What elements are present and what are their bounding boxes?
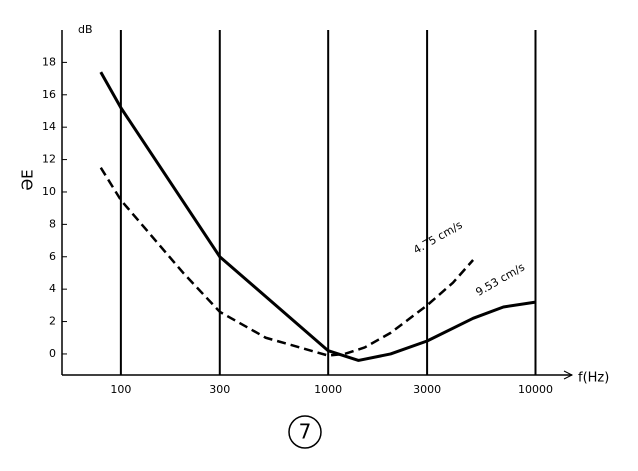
series-label: 4.75 cm/s <box>411 218 465 256</box>
y-tick-label: 2 <box>49 315 56 328</box>
y-unit: dB <box>78 23 93 36</box>
y-tick-label: 4 <box>49 282 56 295</box>
y-tick-label: 10 <box>42 185 56 198</box>
x-axis-arrow <box>563 370 574 380</box>
y-tick-label: 12 <box>42 153 56 166</box>
y-tick-label: 18 <box>42 55 56 68</box>
x-unit: f(Hz) <box>578 371 609 386</box>
y-title: ƏE <box>19 169 37 190</box>
series-line <box>99 167 475 357</box>
caption: 7 <box>299 420 312 444</box>
y-tick-label: 16 <box>42 88 56 101</box>
series-label: 9.53 cm/s <box>474 260 528 298</box>
y-tick-label: 6 <box>49 250 56 263</box>
y-tick-label: 8 <box>49 217 56 230</box>
y-tick-label: 0 <box>49 347 56 360</box>
x-tick-label: 300 <box>209 383 230 396</box>
x-tick-label: 100 <box>110 383 131 396</box>
y-tick-label: 14 <box>42 120 56 133</box>
caption-circle <box>288 415 322 449</box>
x-tick-label: 3000 <box>413 383 441 396</box>
x-tick-label: 10000 <box>518 383 553 396</box>
x-tick-label: 1000 <box>314 383 342 396</box>
series-line <box>99 71 536 362</box>
